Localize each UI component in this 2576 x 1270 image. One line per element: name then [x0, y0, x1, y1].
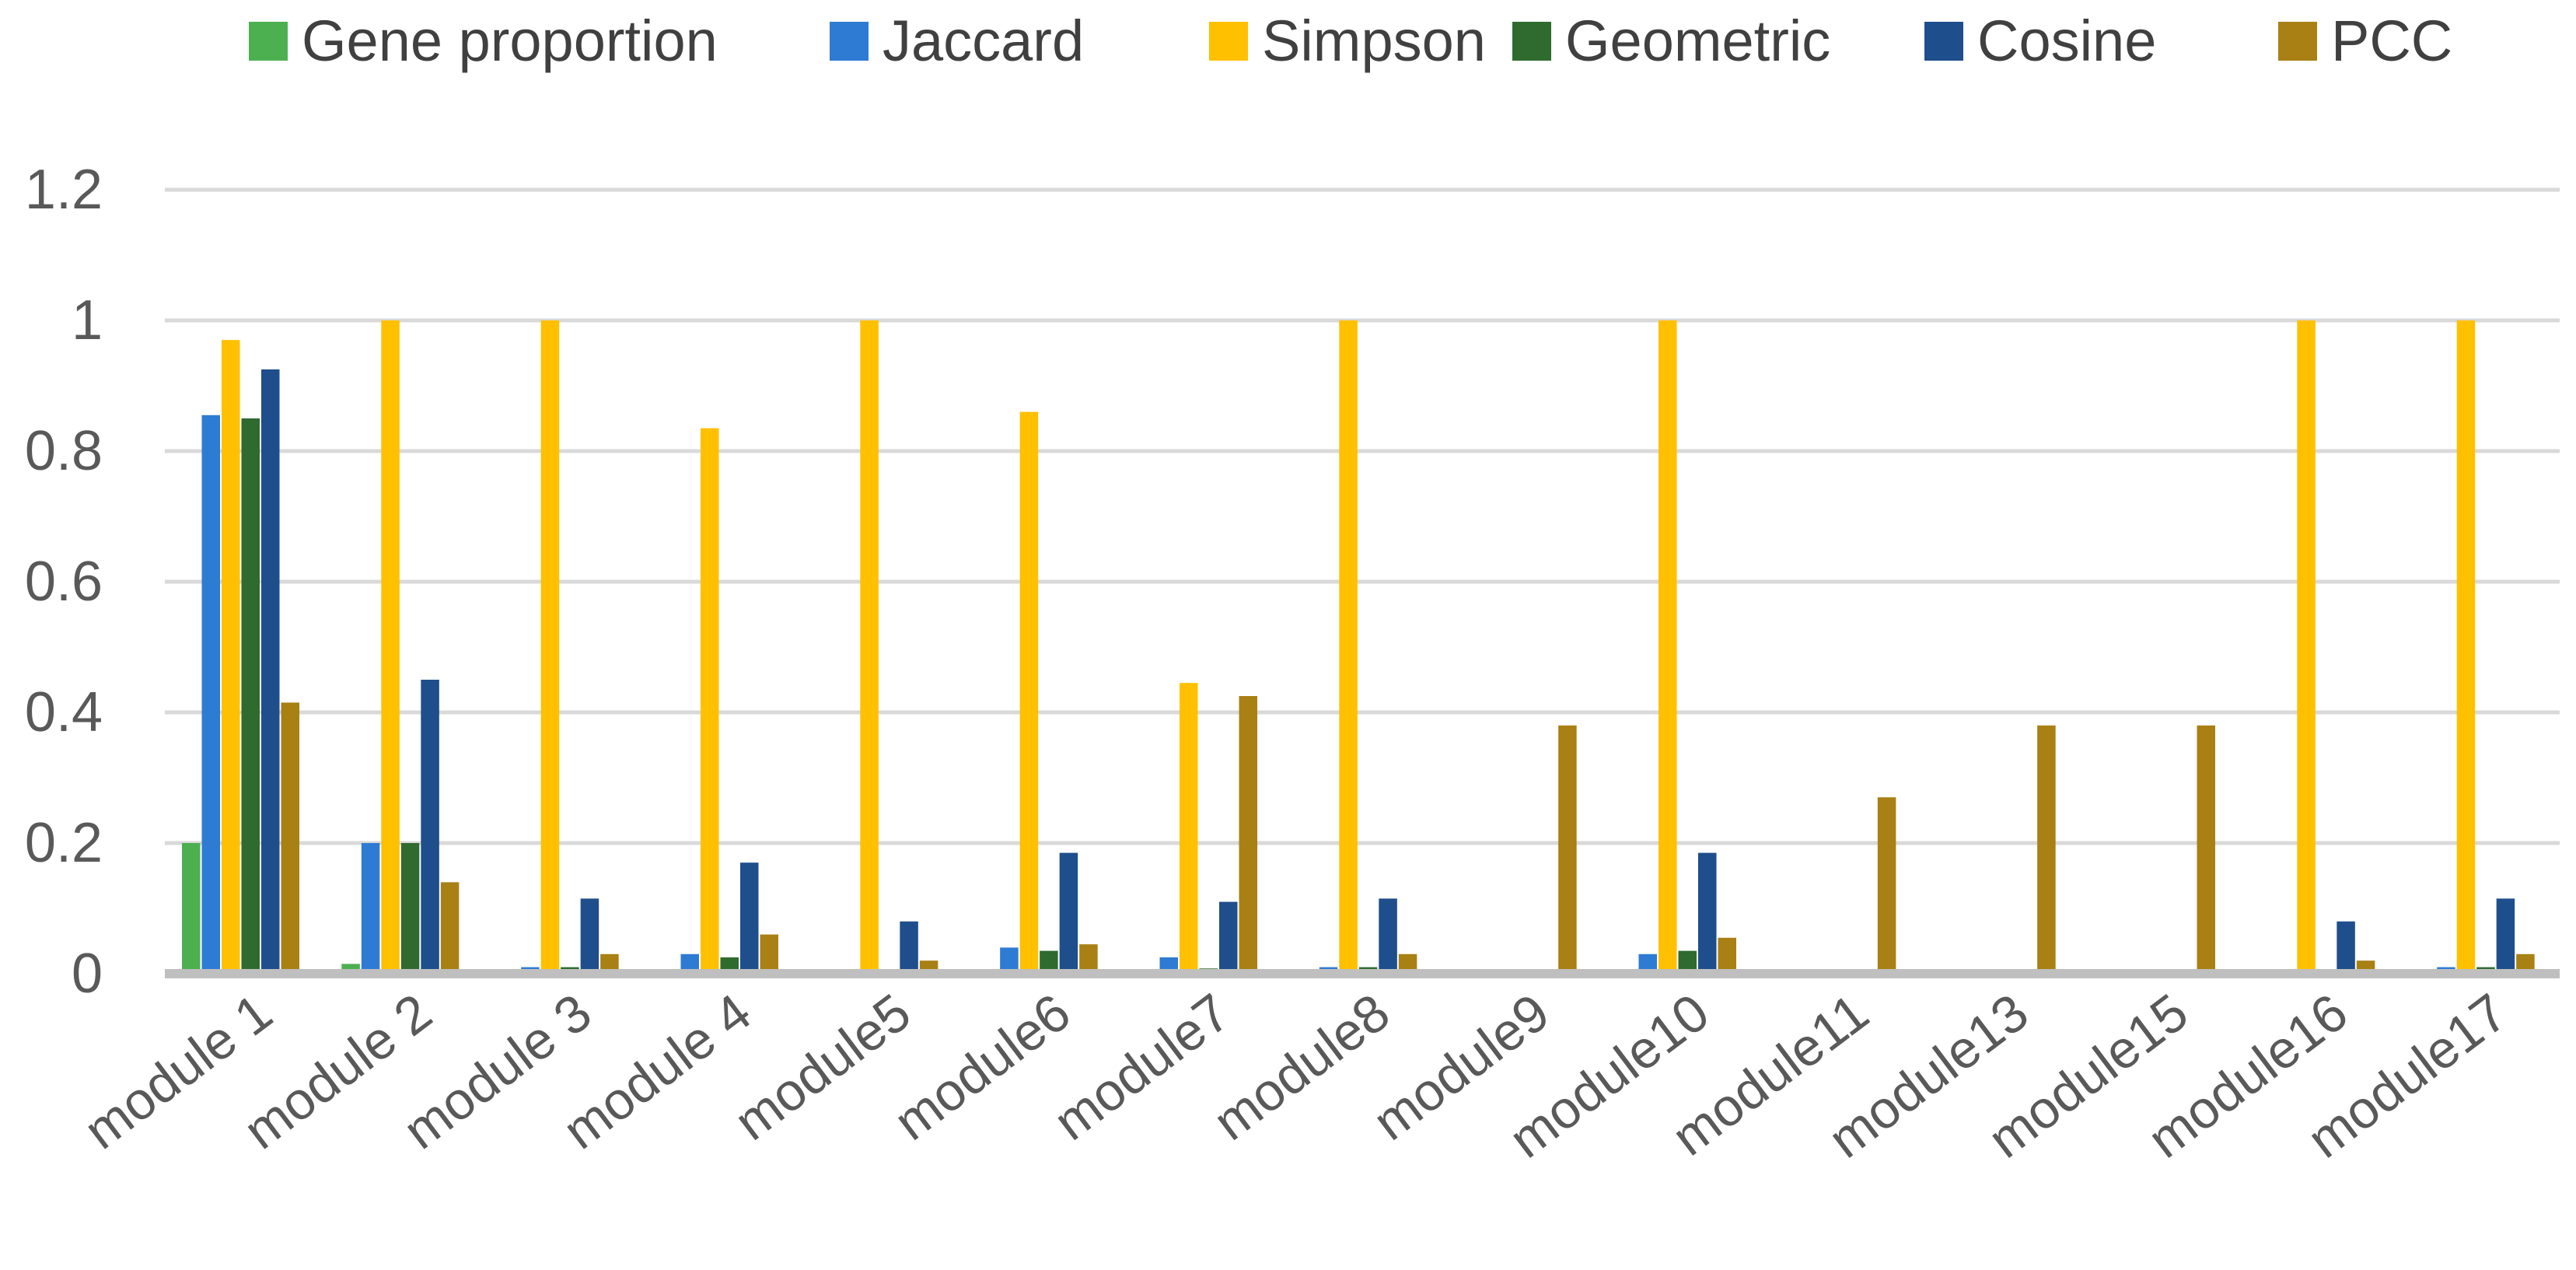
gridlines	[165, 187, 2560, 845]
bar-module6-pcc	[1079, 944, 1098, 974]
bar-module-1-jaccard	[201, 415, 220, 974]
bar-module8-cosine	[1379, 898, 1397, 974]
y-tick-label: 0.8	[25, 420, 103, 482]
bar-module-2-jaccard	[361, 843, 380, 974]
bar-module7-cosine	[1219, 901, 1238, 974]
bar-module6-jaccard	[1000, 947, 1019, 974]
y-tick-label: 0.6	[25, 551, 103, 613]
y-tick-label: 1.2	[25, 159, 103, 221]
bar-module17-cosine	[2496, 898, 2515, 974]
bar-module5-simpson	[860, 320, 879, 974]
bar-module6-simpson	[1019, 411, 1039, 974]
bar-module6-cosine	[1059, 852, 1078, 974]
bar-module17-pcc	[2516, 953, 2535, 974]
legend-label-simpson: Simpson	[1262, 9, 1486, 73]
legend-swatch-pcc	[2278, 22, 2317, 61]
x-tick-label: module8	[1203, 982, 1400, 1152]
bar-module-2-pcc	[440, 882, 460, 974]
bar-module9-pcc	[1558, 725, 1577, 974]
legend-label-jaccard: Jaccard	[883, 9, 1084, 73]
bar-module-1-geometric	[241, 418, 260, 974]
bar-module10-pcc	[1718, 937, 1736, 974]
y-tick-label: 0.4	[25, 681, 103, 743]
y-tick-label: 0	[72, 943, 103, 1005]
bar-module10-jaccard	[1638, 953, 1657, 974]
bar-module-3-simpson	[540, 320, 560, 974]
legend-label-cosine: Cosine	[1977, 9, 2156, 73]
bar-module6-geometric	[1040, 950, 1058, 974]
legend-label-gene-proportion: Gene proportion	[302, 9, 718, 73]
bar-module7-pcc	[1239, 696, 1257, 974]
bar-module8-pcc	[1398, 953, 1417, 974]
legend-swatch-gene-proportion	[249, 22, 288, 61]
bar-module-2-cosine	[421, 680, 439, 974]
bar-module7-simpson	[1180, 683, 1198, 974]
bar-module17-simpson	[2456, 320, 2476, 974]
x-tick-label: module5	[724, 982, 921, 1152]
bar-module10-cosine	[1698, 852, 1717, 974]
legend-swatch-simpson	[1209, 22, 1248, 61]
bar-module-4-pcc	[760, 934, 778, 974]
bar-module-1-pcc	[281, 702, 299, 974]
bar-module16-cosine	[2337, 921, 2355, 974]
bar-module5-cosine	[900, 921, 918, 974]
legend-swatch-geometric	[1512, 22, 1551, 61]
y-axis: 0 0.2 0.4 0.6 0.8 1 1.2	[25, 159, 103, 1005]
y-tick-label: 1	[72, 289, 103, 352]
bar-module8-simpson	[1339, 320, 1358, 974]
y-tick-label: 0.2	[25, 812, 103, 874]
x-tick-label: module7	[1043, 982, 1241, 1152]
legend-swatch-jaccard	[830, 22, 869, 61]
bar-module16-simpson	[2297, 320, 2316, 974]
bar-module-1-cosine	[261, 369, 280, 974]
legend-swatch-cosine	[1924, 22, 1963, 61]
bar-module11-pcc	[1877, 797, 1896, 974]
bar-module-2-geometric	[400, 843, 420, 974]
bar-module13-pcc	[2037, 725, 2056, 974]
legend-label-pcc: PCC	[2331, 9, 2452, 73]
bar-module10-geometric	[1678, 950, 1697, 974]
bars	[182, 320, 2535, 974]
bar-module-4-simpson	[701, 428, 719, 974]
bar-module-4-jaccard	[680, 953, 699, 974]
bar-module-4-cosine	[740, 862, 759, 974]
bar-module-3-cosine	[580, 898, 599, 974]
chart-legend: Gene proportion Jaccard Simpson Geometric Co…	[249, 9, 2452, 73]
bar-module10-simpson	[1658, 320, 1677, 974]
x-tick-label: module6	[883, 982, 1081, 1152]
bar-module-1-gene-proportion	[182, 843, 201, 974]
legend-label-geometric: Geometric	[1565, 9, 1830, 73]
bar-module-1-simpson	[222, 340, 240, 974]
bar-module-3-pcc	[600, 953, 619, 974]
bar-module15-pcc	[2197, 725, 2215, 974]
bar-module-2-simpson	[381, 320, 400, 974]
